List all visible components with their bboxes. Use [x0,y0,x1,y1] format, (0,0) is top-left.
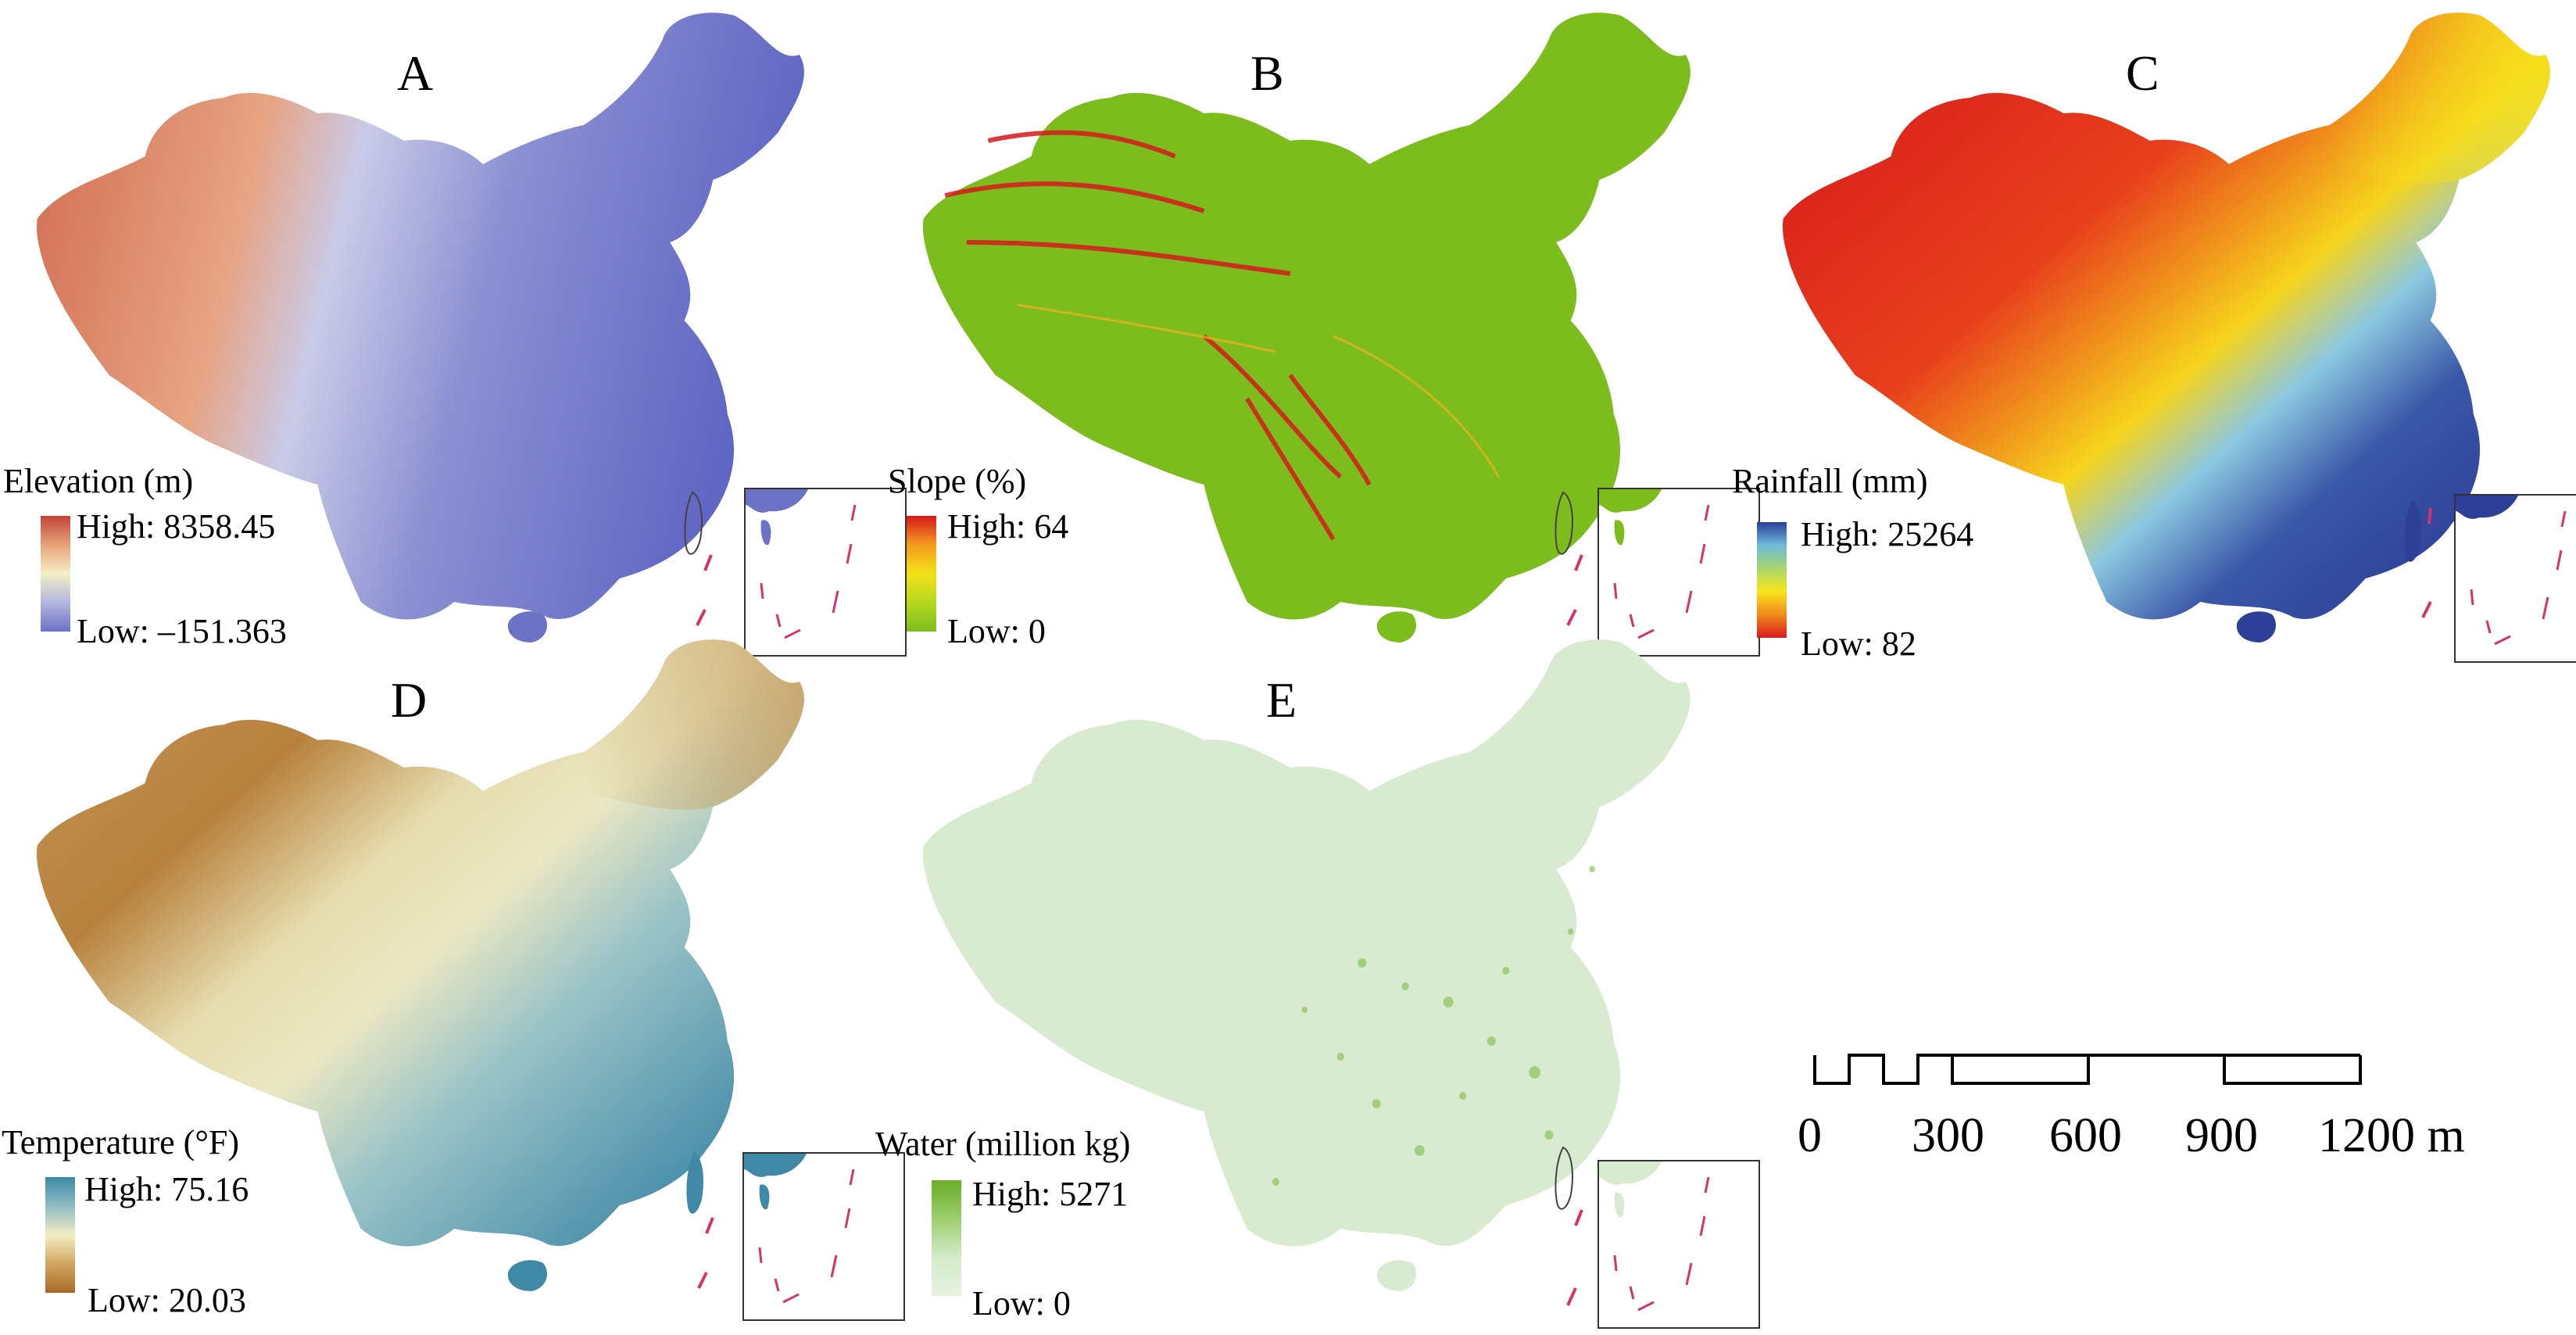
legend-gradient-b [907,516,936,632]
inset-map-e [1597,1160,1760,1329]
panel-label-b: B [1250,45,1284,101]
scale-tick-0: 0 [1798,1109,1822,1162]
map-b [922,13,1690,642]
legend-low-a: Low: –151.363 [77,612,287,650]
panel-c: C Rainfall (mm) High: 25264 Low: 82 [1719,0,2576,663]
inset-map-c [2454,494,2576,663]
inset-map-b [1597,488,1760,657]
legend-title-a: Elevation (m) [3,462,194,500]
panel-d: D Temperature (°F) High: 75.16 Low: 20.0… [0,639,905,1326]
map-d [36,639,804,1291]
scale-tick-1200: 1200 m [2318,1109,2465,1162]
map-e [922,639,1690,1291]
panel-label-d: D [391,672,428,728]
legend-high-e: High: 5271 [972,1175,1129,1213]
legend-high-c: High: 25264 [1801,515,1974,553]
legend-title-e: Water (million kg) [875,1125,1131,1163]
legend-high-d: High: 75.16 [84,1170,249,1208]
legend-gradient-d [45,1177,75,1293]
map-a [36,13,804,642]
island-marks-d [697,1217,714,1289]
legend-low-b: Low: 0 [947,612,1046,650]
legend-title-d: Temperature (°F) [2,1123,240,1161]
panel-label-a: A [397,45,434,101]
inset-map-d [742,1152,905,1321]
panel-b: B Slope (%) High: 64 Low: 0 [860,0,1760,663]
panel-e: E Water (million kg) High: 5271 Low: 0 [860,639,1760,1329]
inset-map-a [744,488,907,657]
legend-high-a: High: 8358.45 [77,507,276,546]
panel-label-e: E [1266,672,1297,728]
island-marks-c [2421,507,2432,618]
legend-low-d: Low: 20.03 [88,1281,246,1319]
legend-high-b: High: 64 [947,507,1069,546]
panel-label-c: C [2126,45,2159,101]
scale-bar [1813,1054,2362,1085]
legend-gradient-a [41,516,70,632]
legend-low-e: Low: 0 [972,1284,1071,1322]
map-c [1782,13,2550,642]
legend-title-c: Rainfall (mm) [1732,462,1928,500]
panel-a: A Elevation (m) High: 8358.45 Low: –151.… [0,0,907,663]
legend-low-c: Low: 82 [1801,625,1916,663]
scale-tick-300: 300 [1912,1109,1984,1162]
island-marks-e [1566,1209,1583,1306]
legend-gradient-c [1757,522,1787,638]
scale-tick-600: 600 [2049,1109,2122,1162]
legend-title-b: Slope (%) [888,462,1027,500]
island-marks-b [1566,554,1583,626]
scale-tick-900: 900 [2185,1109,2258,1162]
legend-gradient-e [932,1180,961,1296]
island-marks-a [696,554,713,626]
